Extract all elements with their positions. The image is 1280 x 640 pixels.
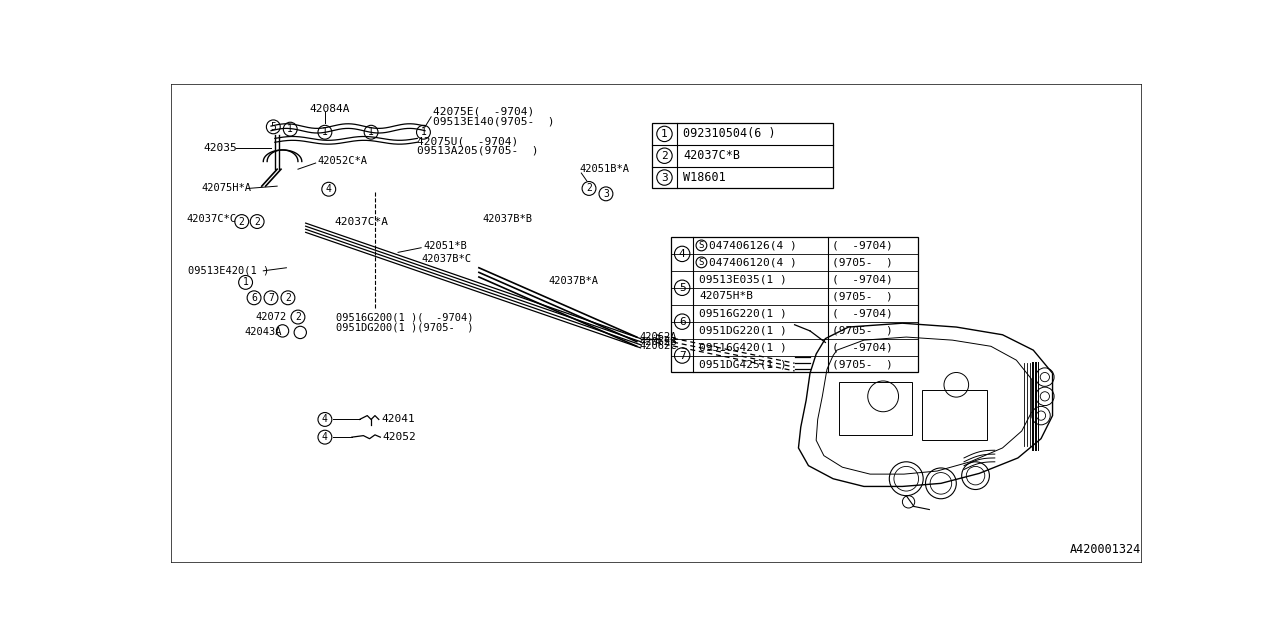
Text: 42062B: 42062B: [639, 337, 677, 347]
Text: 42075H*B: 42075H*B: [699, 291, 753, 301]
Text: 42035: 42035: [204, 143, 237, 152]
Text: 42062C: 42062C: [639, 341, 677, 351]
Text: 42037C*A: 42037C*A: [334, 216, 388, 227]
Text: 2: 2: [586, 184, 591, 193]
Text: 092310504(6 ): 092310504(6 ): [684, 127, 776, 140]
Text: 0951DG425(1 ): 0951DG425(1 ): [699, 359, 787, 369]
Text: 4: 4: [678, 249, 686, 259]
Text: (9705-  ): (9705- ): [832, 257, 893, 268]
Text: S: S: [699, 241, 704, 250]
Text: 09513E140(9705-  ): 09513E140(9705- ): [433, 116, 554, 127]
Text: 42084A: 42084A: [310, 104, 349, 114]
Text: 4: 4: [323, 415, 328, 424]
Text: 42075U(  -9704): 42075U( -9704): [417, 136, 518, 147]
Text: (  -9704): ( -9704): [832, 342, 893, 352]
Text: 1: 1: [369, 127, 374, 137]
Text: 42041: 42041: [381, 415, 415, 424]
Text: 1: 1: [660, 129, 668, 139]
Text: 0951DG220(1 ): 0951DG220(1 ): [699, 325, 787, 335]
Bar: [672, 237, 918, 372]
Text: 2: 2: [660, 151, 668, 161]
Text: 42052: 42052: [383, 432, 416, 442]
Text: 2: 2: [255, 216, 260, 227]
Text: 42043A: 42043A: [244, 328, 282, 337]
Text: 42062A: 42062A: [639, 332, 677, 342]
Text: (  -9704): ( -9704): [832, 308, 893, 318]
Text: 09513E420(1 ): 09513E420(1 ): [188, 266, 269, 276]
Text: 7: 7: [268, 292, 274, 303]
Text: (9705-  ): (9705- ): [832, 325, 893, 335]
Text: 4: 4: [323, 432, 328, 442]
Text: 42075E(  -9704): 42075E( -9704): [433, 106, 534, 116]
Text: 42037B*A: 42037B*A: [548, 276, 598, 286]
Text: 2: 2: [285, 292, 291, 303]
Text: (9705-  ): (9705- ): [832, 359, 893, 369]
Text: 6: 6: [251, 292, 257, 303]
Bar: [922, 390, 987, 440]
Text: 1: 1: [323, 127, 328, 137]
Text: 09516G220(1 ): 09516G220(1 ): [699, 308, 787, 318]
Text: 0951DG200(1 )(9705-  ): 0951DG200(1 )(9705- ): [337, 323, 474, 333]
Text: 09513E035(1 ): 09513E035(1 ): [699, 275, 787, 284]
Text: 42037B*C: 42037B*C: [421, 254, 471, 264]
Text: 42037C*C: 42037C*C: [187, 214, 237, 224]
Text: W18601: W18601: [684, 171, 726, 184]
Text: (9705-  ): (9705- ): [832, 291, 893, 301]
Text: 3: 3: [660, 173, 668, 182]
Text: 4: 4: [326, 184, 332, 194]
Text: 7: 7: [678, 351, 686, 360]
Text: 6: 6: [678, 317, 686, 326]
Text: 09516G420(1 ): 09516G420(1 ): [699, 342, 787, 352]
Text: 09516G200(1 )(  -9704): 09516G200(1 )( -9704): [337, 312, 474, 322]
Text: A420001324: A420001324: [1070, 543, 1140, 556]
Text: 047406120(4 ): 047406120(4 ): [709, 257, 797, 268]
Text: 42051B*A: 42051B*A: [579, 164, 628, 174]
Text: 42052C*A: 42052C*A: [317, 157, 367, 166]
Text: S: S: [699, 258, 704, 267]
Text: 1: 1: [243, 277, 248, 287]
Text: 5: 5: [270, 122, 276, 132]
Text: 42072: 42072: [256, 312, 287, 322]
Text: 1: 1: [421, 127, 426, 137]
Text: 1: 1: [287, 124, 293, 134]
Text: 2: 2: [294, 312, 301, 322]
Bar: [652, 123, 833, 188]
Text: 42037C*B: 42037C*B: [684, 149, 740, 162]
Text: (  -9704): ( -9704): [832, 275, 893, 284]
Text: 42051*B: 42051*B: [424, 241, 467, 251]
Text: (  -9704): ( -9704): [832, 241, 893, 250]
Text: 09513A205(9705-  ): 09513A205(9705- ): [417, 146, 539, 156]
Text: 5: 5: [678, 283, 686, 292]
Text: 2: 2: [239, 216, 244, 227]
Text: 047406126(4 ): 047406126(4 ): [709, 241, 797, 250]
Text: 42075H*A: 42075H*A: [202, 184, 252, 193]
Text: 42037B*B: 42037B*B: [483, 214, 532, 224]
Text: 3: 3: [603, 189, 609, 199]
Bar: [840, 383, 913, 435]
